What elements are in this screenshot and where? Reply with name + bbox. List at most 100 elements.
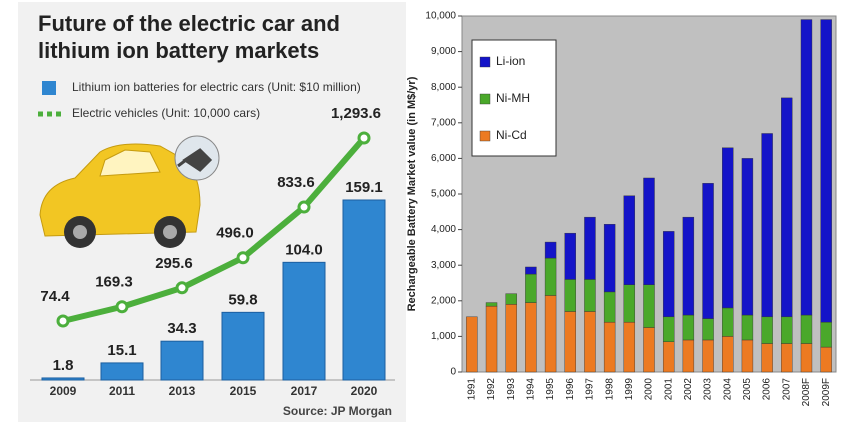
bar-segment <box>800 19 813 316</box>
y-tick-label: 9,000 <box>431 46 456 57</box>
bar-value-label: 15.1 <box>107 342 136 359</box>
bar-value-label: 159.1 <box>345 179 383 196</box>
bar-segment <box>682 339 695 373</box>
x-tick-label: 1993 <box>506 378 517 401</box>
line-point <box>357 131 371 145</box>
y-tick-label: 8,000 <box>431 82 456 93</box>
bar-segment <box>584 311 596 373</box>
bar-segment <box>662 316 675 342</box>
x-tick-label: 2000 <box>644 378 655 401</box>
y-tick-label: 10,000 <box>425 11 456 22</box>
line-value-label: 169.3 <box>95 274 133 291</box>
bar-segment <box>505 293 517 305</box>
x-tick-label: 2009F <box>821 378 832 406</box>
bar-segment <box>564 311 576 373</box>
line-point <box>115 300 129 314</box>
bar <box>282 261 326 381</box>
line-value-label: 833.6 <box>277 174 315 191</box>
line-value-label: 1,293.6 <box>331 105 381 122</box>
bar-segment <box>544 295 557 373</box>
bar-segment <box>525 273 537 303</box>
bar-segment <box>584 216 596 280</box>
bar-segment <box>603 321 616 373</box>
bar-segment <box>662 231 675 318</box>
x-tick-label: 2002 <box>683 378 694 401</box>
bar-value-label: 104.0 <box>285 241 323 258</box>
car-illustration <box>39 135 220 248</box>
x-tick-label: 1992 <box>486 378 497 401</box>
bar-segment <box>643 327 655 373</box>
bar-segment <box>741 339 754 373</box>
bar-segment <box>781 343 793 373</box>
bar-segment <box>781 97 793 318</box>
bar-segment <box>800 314 813 344</box>
x-tick-label: 2003 <box>703 378 714 401</box>
bar-segment <box>702 318 714 341</box>
bar-segment <box>761 133 773 318</box>
y-tick-label: 7,000 <box>431 117 456 128</box>
bar <box>342 199 386 381</box>
x-tick-label: 2004 <box>722 378 733 401</box>
x-tick-label: 2005 <box>742 378 753 401</box>
legend-label: Electric vehicles (Unit: 10,000 cars) <box>72 106 260 120</box>
bar-segment <box>643 284 655 328</box>
bar-segment <box>800 343 813 373</box>
x-tick-label: 1996 <box>565 378 576 401</box>
bar-segment <box>485 305 498 373</box>
line-point <box>297 200 311 214</box>
bar-segment <box>544 241 557 259</box>
bar-segment <box>544 257 557 296</box>
x-tick-label: 2013 <box>169 384 196 398</box>
line-value-label: 74.4 <box>40 288 70 305</box>
bar-segment <box>485 302 498 307</box>
source: Source: JP Morgan <box>283 404 392 418</box>
bar-segment <box>505 304 517 373</box>
x-tick-label: 1997 <box>585 378 596 401</box>
x-tick-label: 2017 <box>291 384 318 398</box>
bar-segment <box>820 346 832 373</box>
bar-segment <box>781 316 793 344</box>
y-tick-label: 1,000 <box>431 331 456 342</box>
x-tick-label: 1994 <box>526 378 537 401</box>
y-tick-label: 5,000 <box>431 189 456 200</box>
bar-segment <box>682 216 695 316</box>
bar-segment <box>820 321 832 348</box>
legend-swatch <box>479 130 491 142</box>
y-tick-label: 2,000 <box>431 295 456 306</box>
x-tick-label: 2008F <box>801 378 812 406</box>
y-axis-title: Rechargeable Battery Market value (in M$… <box>406 76 418 311</box>
x-tick-label: 1999 <box>624 378 635 401</box>
bar-value-label: 1.8 <box>53 357 74 374</box>
line-value-label: 496.0 <box>216 225 254 242</box>
legend-label: Ni-Cd <box>496 128 527 142</box>
legend-swatch <box>42 81 56 95</box>
bar <box>100 362 144 381</box>
x-tick-label: 2001 <box>663 378 674 401</box>
bar-segment <box>820 19 832 323</box>
legend-swatch <box>479 93 491 105</box>
bar-segment <box>623 321 636 373</box>
x-tick-label: 2006 <box>762 378 773 401</box>
bar-segment <box>761 316 773 344</box>
line <box>62 136 367 324</box>
bar-segment <box>722 336 734 373</box>
line-value-label: 295.6 <box>155 255 193 272</box>
y-tick-label: 6,000 <box>431 153 456 164</box>
bar-segment <box>525 302 537 373</box>
line-point <box>175 281 189 295</box>
bar-segment <box>702 339 714 373</box>
bar-segment <box>466 316 478 373</box>
bar-segment <box>643 177 655 285</box>
bar-segment <box>603 224 616 293</box>
y-tick-label: 4,000 <box>431 224 456 235</box>
bar-segment <box>722 147 734 309</box>
x-tick-label: 2011 <box>109 384 135 398</box>
x-tick-label: 1991 <box>466 378 477 401</box>
chart-title: Future of the electric car and lithium i… <box>38 11 340 63</box>
bar-segment <box>662 341 675 373</box>
legend-label: Li-ion <box>496 54 525 68</box>
x-tick-label: 1998 <box>604 378 615 401</box>
line-point <box>56 314 70 328</box>
bar-segment <box>603 291 616 323</box>
bar-value-label: 34.3 <box>167 320 196 337</box>
